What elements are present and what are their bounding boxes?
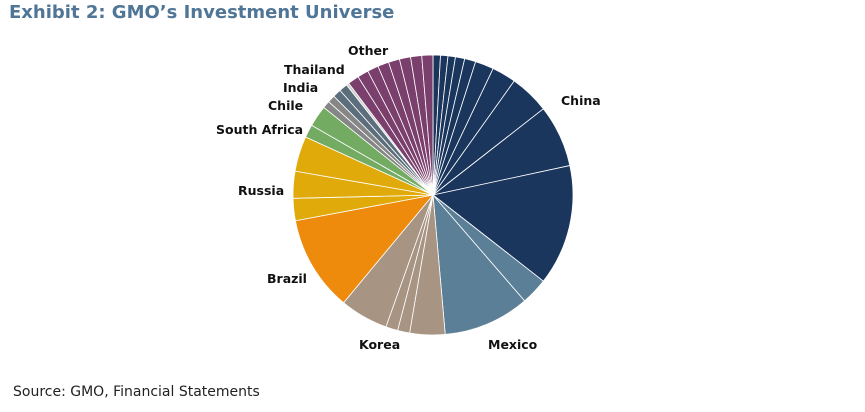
slice-mexico-2: [432, 194, 525, 335]
slice-china-10: [432, 165, 574, 282]
slice-other-8: [421, 54, 434, 196]
label-south-africa: South Africa: [216, 122, 303, 137]
label-russia: Russia: [238, 183, 284, 198]
chart-title: Exhibit 2: GMO’s Investment Universe: [9, 2, 395, 23]
pie-labels: China Mexico Korea Brazil Russia South A…: [216, 43, 601, 352]
label-india: India: [283, 80, 318, 95]
label-thailand: Thailand: [284, 62, 345, 77]
source-note: Source: GMO, Financial Statements: [13, 384, 260, 400]
label-korea: Korea: [359, 337, 400, 352]
slice-brazil-1: [294, 194, 434, 304]
pie-slices: [292, 54, 574, 336]
label-chile: Chile: [268, 98, 303, 113]
label-brazil: Brazil: [267, 271, 307, 286]
label-other: Other: [348, 43, 389, 58]
label-china: China: [561, 93, 601, 108]
label-mexico: Mexico: [488, 337, 538, 352]
